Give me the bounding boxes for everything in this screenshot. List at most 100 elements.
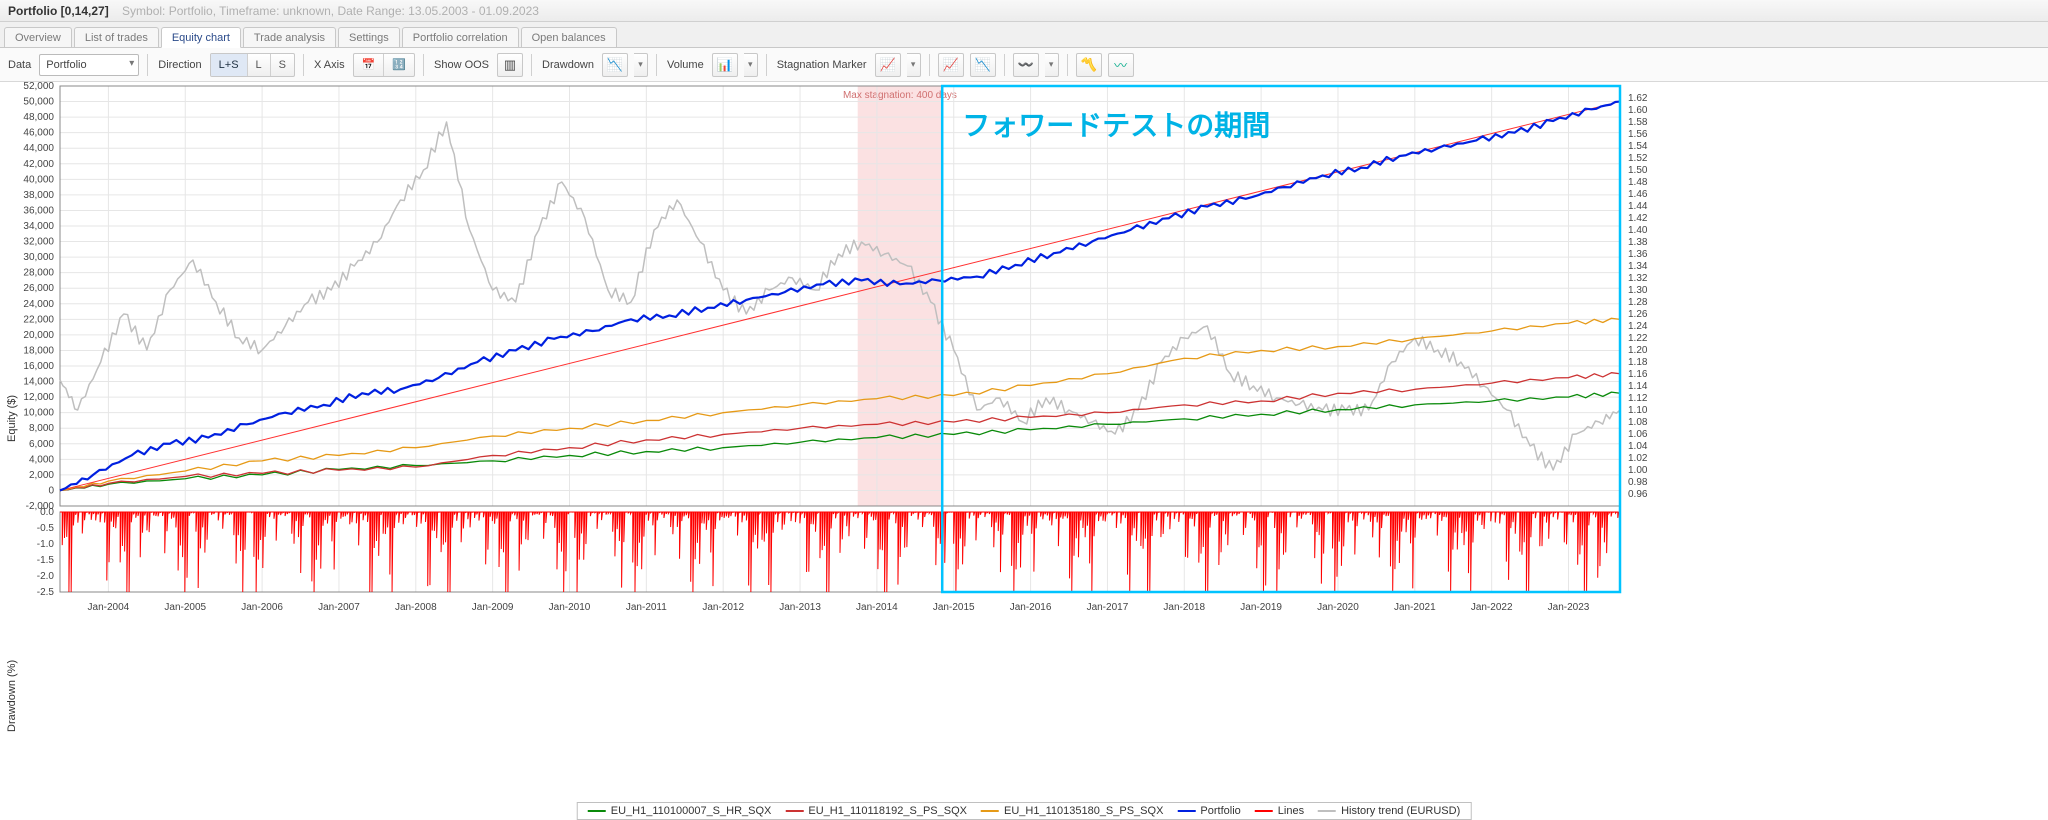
xaxis-label: X Axis [314,59,345,71]
xaxis-trades-button[interactable]: 🔢 [384,54,414,76]
tab-overview[interactable]: Overview [4,27,72,47]
tab-portfolio-correlation[interactable]: Portfolio correlation [402,27,519,47]
svg-text:26,000: 26,000 [23,283,54,294]
svg-text:Jan-2005: Jan-2005 [164,602,206,613]
svg-text:-0.5: -0.5 [37,523,55,534]
svg-text:1.56: 1.56 [1628,129,1648,140]
drawdown-mode-button[interactable]: 📉 [602,53,628,77]
svg-text:50,000: 50,000 [23,97,54,108]
svg-text:1.36: 1.36 [1628,249,1648,260]
svg-text:Jan-2013: Jan-2013 [779,602,821,613]
svg-text:1.28: 1.28 [1628,297,1648,308]
show-oos-toggle[interactable]: ▥ [497,53,523,77]
svg-text:Jan-2018: Jan-2018 [1163,602,1205,613]
chart-tool-3[interactable]: 〰️ [1013,53,1039,77]
chart-area: Max stagnation: 400 days-2,00002,0004,00… [0,82,2048,820]
drawdown-label: Drawdown [542,59,594,71]
legend: EU_H1_110100007_S_HR_SQXEU_H1_110118192_… [577,802,1472,820]
stagnation-label: Stagnation Marker [777,59,867,71]
chart-tool-3-caret[interactable]: ▾ [1045,53,1059,77]
svg-text:Jan-2014: Jan-2014 [856,602,898,613]
svg-text:1.26: 1.26 [1628,309,1648,320]
legend-item: Portfolio [1177,805,1240,817]
svg-text:1.34: 1.34 [1628,261,1648,272]
xaxis-group: 📅 🔢 [353,53,415,77]
tab-list-of-trades[interactable]: List of trades [74,27,159,47]
chart-tool-4[interactable]: 〽️ [1076,53,1102,77]
tab-settings[interactable]: Settings [338,27,400,47]
svg-text:20,000: 20,000 [23,330,54,341]
svg-text:Jan-2004: Jan-2004 [88,602,130,613]
svg-text:Jan-2010: Jan-2010 [549,602,591,613]
svg-text:48,000: 48,000 [23,112,54,123]
volume-button[interactable]: 📊 [712,53,738,77]
legend-item: EU_H1_110100007_S_HR_SQX [588,805,772,817]
svg-text:32,000: 32,000 [23,237,54,248]
data-select-value: Portfolio [46,59,86,71]
svg-text:1.22: 1.22 [1628,333,1648,344]
svg-text:30,000: 30,000 [23,252,54,263]
svg-text:1.12: 1.12 [1628,393,1648,404]
tab-trade-analysis[interactable]: Trade analysis [243,27,336,47]
svg-text:Jan-2017: Jan-2017 [1087,602,1129,613]
svg-text:40,000: 40,000 [23,174,54,185]
show-oos-label: Show OOS [434,59,489,71]
svg-text:52,000: 52,000 [23,82,54,92]
svg-text:8,000: 8,000 [29,423,54,434]
svg-text:14,000: 14,000 [23,377,54,388]
svg-text:18,000: 18,000 [23,345,54,356]
tab-equity-chart[interactable]: Equity chart [161,27,241,48]
svg-text:1.50: 1.50 [1628,165,1648,176]
legend-item: Lines [1255,805,1304,817]
stagnation-button[interactable]: 📈 [875,53,901,77]
svg-text:1.04: 1.04 [1628,441,1648,452]
svg-text:1.58: 1.58 [1628,117,1648,128]
equity-chart-svg: Max stagnation: 400 days-2,00002,0004,00… [0,82,2048,798]
svg-text:0.0: 0.0 [40,507,54,518]
svg-text:1.24: 1.24 [1628,321,1648,332]
volume-caret[interactable]: ▾ [744,53,758,77]
svg-text:1.06: 1.06 [1628,429,1648,440]
y-axis-title: Equity ($) [6,395,18,442]
volume-label: Volume [667,59,704,71]
drawdown-axis-title: Drawdown (%) [6,660,18,732]
window-title: Portfolio [0,14,27] [8,4,109,18]
svg-text:-1.5: -1.5 [37,555,55,566]
svg-text:Jan-2012: Jan-2012 [702,602,744,613]
tabs-bar: OverviewList of tradesEquity chartTrade … [0,22,2048,48]
svg-text:34,000: 34,000 [23,221,54,232]
svg-text:-2.5: -2.5 [37,587,55,598]
direction-l-button[interactable]: L [248,54,271,76]
svg-text:1.54: 1.54 [1628,141,1648,152]
svg-text:1.02: 1.02 [1628,453,1648,464]
svg-text:16,000: 16,000 [23,361,54,372]
svg-text:Jan-2022: Jan-2022 [1471,602,1513,613]
direction-ls-button[interactable]: L+S [211,54,248,76]
forward-test-label: フォワードテストの期間 [962,104,1270,144]
tab-open-balances[interactable]: Open balances [521,27,617,47]
chart-tool-2[interactable]: 📉 [970,53,996,77]
drawdown-mode-caret[interactable]: ▾ [634,53,648,77]
svg-text:28,000: 28,000 [23,268,54,279]
direction-s-button[interactable]: S [271,54,294,76]
stagnation-caret[interactable]: ▾ [907,53,921,77]
svg-text:0.96: 0.96 [1628,489,1648,500]
svg-text:38,000: 38,000 [23,190,54,201]
chart-tool-5[interactable]: 〰 [1108,53,1134,77]
svg-text:1.38: 1.38 [1628,237,1648,248]
svg-text:Jan-2020: Jan-2020 [1317,602,1359,613]
titlebar: Portfolio [0,14,27] Symbol: Portfolio, T… [0,0,2048,22]
svg-text:1.32: 1.32 [1628,273,1648,284]
data-select[interactable]: Portfolio [39,54,139,76]
xaxis-time-button[interactable]: 📅 [354,54,385,76]
svg-text:4,000: 4,000 [29,454,54,465]
svg-text:44,000: 44,000 [23,143,54,154]
chart-tool-1[interactable]: 📈 [938,53,964,77]
svg-text:22,000: 22,000 [23,314,54,325]
svg-text:-1.0: -1.0 [37,539,55,550]
svg-text:1.42: 1.42 [1628,213,1648,224]
svg-text:Jan-2016: Jan-2016 [1010,602,1052,613]
svg-text:1.52: 1.52 [1628,153,1648,164]
toolbar: Data Portfolio Direction L+SLS X Axis 📅 … [0,48,2048,82]
svg-text:1.00: 1.00 [1628,465,1648,476]
